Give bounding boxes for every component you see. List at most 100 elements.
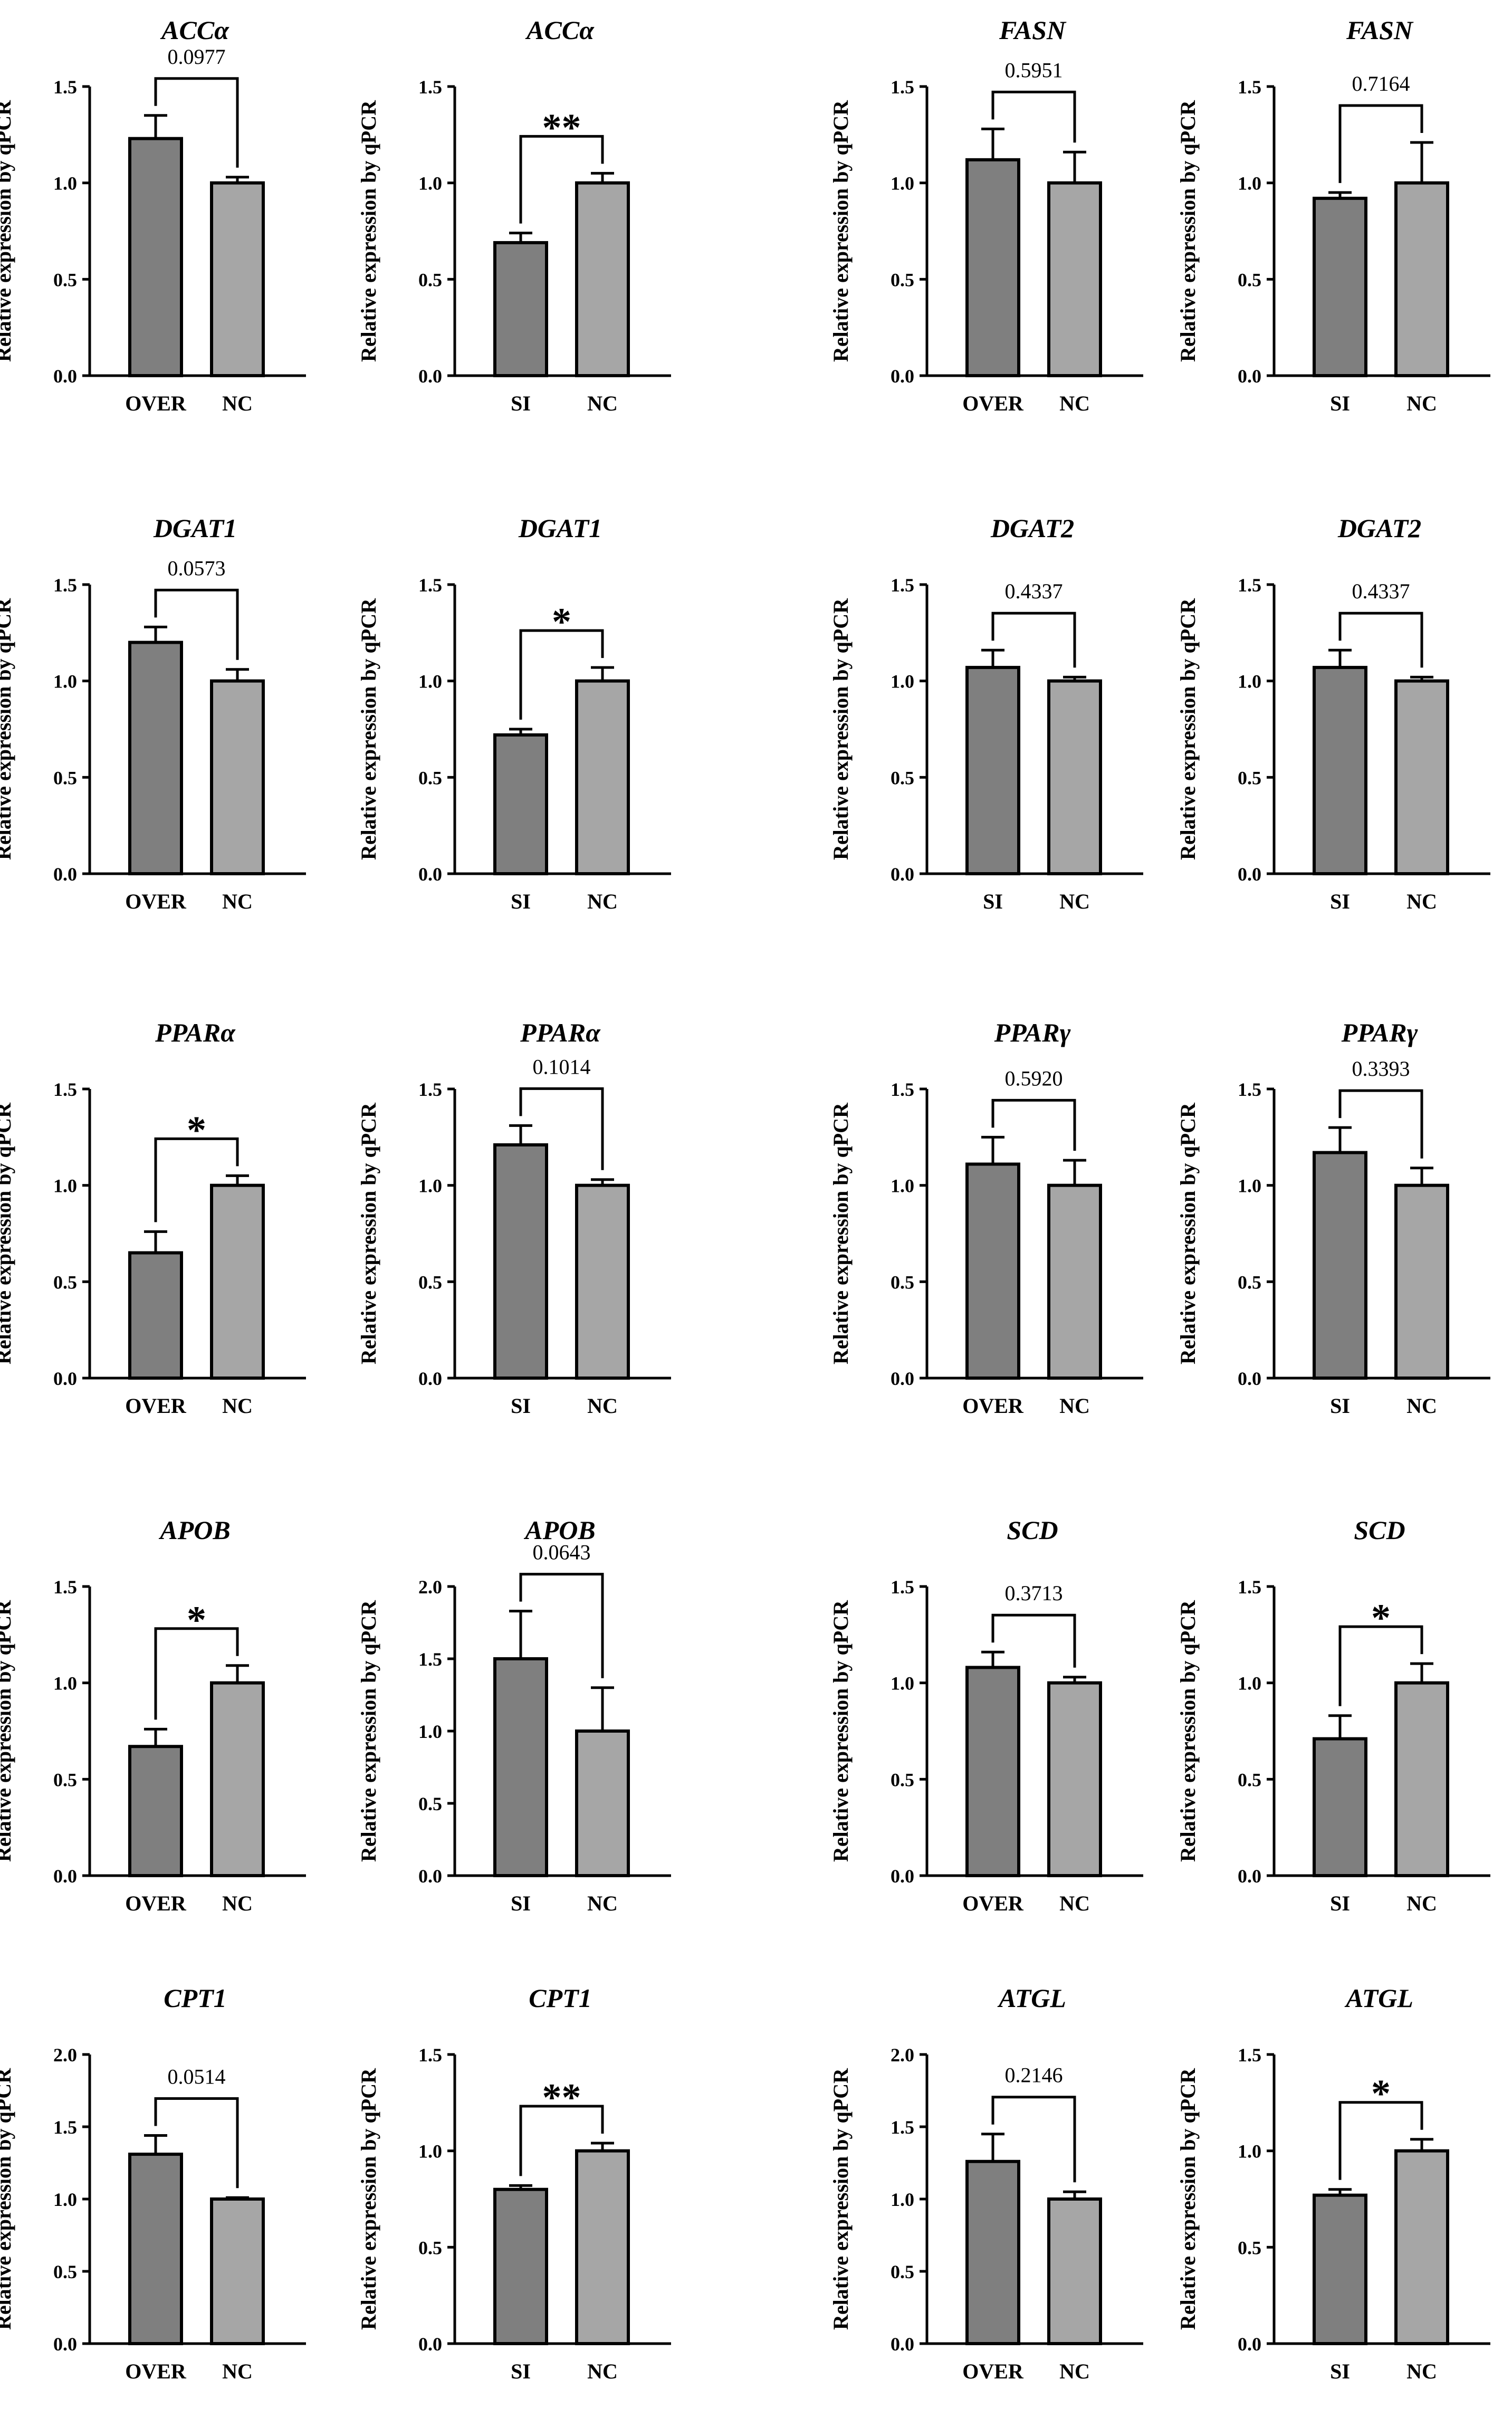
chart-panel-8: DGAT2 Relative expression by qPCR 0.0 0.5 1.… (1176, 513, 1490, 913)
bar-over (128, 137, 183, 377)
y-tick-label: 0.0 (891, 1368, 914, 1389)
y-tick-label: 0.0 (1238, 1368, 1261, 1389)
bar-over (965, 158, 1020, 377)
bar-over (128, 1745, 183, 1877)
chart-title: PPARα (520, 1018, 601, 1047)
chart-title: SCD (1354, 1515, 1405, 1545)
chart-panel-4: FASN Relative expression by qPCR 0.0 0.5 1.0… (1176, 15, 1490, 415)
p-value-label: 0.2146 (1005, 2063, 1063, 2087)
p-value-label: 0.5951 (1005, 58, 1063, 82)
y-axis-label: Relative expression by qPCR (829, 1102, 853, 1364)
x-category-label: NC (1059, 391, 1090, 415)
y-tick-label: 1.0 (1238, 1673, 1261, 1694)
y-tick-label: 1.5 (418, 1079, 442, 1100)
significance-bracket (991, 1613, 1076, 1668)
y-tick-label: 0.5 (1238, 1769, 1261, 1790)
chart-panel-2: ACCα Relative expression by qPCR 0.0 0.5 1.0… (357, 15, 671, 415)
chart-panel-19: ATGL Relative expression by qPCR 0.0 0.5 1.0… (829, 1983, 1143, 2383)
chart-title: APOB (523, 1515, 595, 1545)
y-tick-label: 0.0 (891, 1866, 914, 1887)
y-tick-label: 1.0 (53, 1175, 77, 1197)
y-tick-label: 0.0 (418, 864, 442, 885)
chart-panel-16: SCD Relative expression by qPCR 0.0 0.5 1.0 1… (1176, 1515, 1490, 1915)
y-tick-label: 0.5 (53, 767, 77, 788)
chart-panel-3: FASN Relative expression by qPCR 0.0 0.5 1.0… (829, 15, 1143, 415)
chart-panel-6: DGAT1 Relative expression by qPCR 0.0 0.5 1.… (357, 513, 671, 913)
y-tick-label: 0.5 (418, 1272, 442, 1293)
y-tick-label: 0.0 (1238, 864, 1261, 885)
x-category-label: OVER (962, 1394, 1024, 1418)
y-tick-label: 1.5 (418, 1649, 442, 1670)
y-tick-label: 0.5 (418, 767, 442, 788)
chart-panel-11: PPARγ Relative expression by qPCR 0.0 0.5 1.… (829, 1018, 1143, 1418)
y-tick-label: 1.0 (891, 1175, 914, 1197)
chart-panel-14: APOB Relative expression by qPCR 0.0 0.5 1.0… (357, 1515, 671, 1915)
bar-si (1313, 666, 1367, 876)
significance-bracket (1338, 104, 1423, 183)
y-axis-label: Relative expression by qPCR (357, 598, 380, 860)
bar-nc (1394, 181, 1449, 377)
y-tick-label: 1.0 (891, 671, 914, 692)
x-category-label: OVER (125, 391, 187, 415)
x-category-label: OVER (962, 2359, 1024, 2383)
y-tick-label: 1.0 (53, 173, 77, 194)
y-tick-label: 0.5 (418, 2237, 442, 2258)
y-tick-label: 0.0 (418, 2334, 442, 2355)
y-tick-label: 0.0 (53, 1368, 77, 1389)
significance-bracket (519, 135, 604, 224)
y-tick-label: 1.0 (418, 2141, 442, 2162)
y-tick-label: 0.0 (1238, 2334, 1261, 2355)
chart-title: FASN (1346, 15, 1414, 45)
x-category-label: OVER (962, 391, 1024, 415)
x-category-label: NC (222, 1394, 253, 1418)
significance-bracket (154, 1137, 239, 1222)
x-category-label: NC (222, 391, 253, 415)
significance-stars: * (187, 1599, 206, 1642)
bar-nc (575, 1183, 630, 1380)
p-value-label: 0.3713 (1005, 1581, 1063, 1605)
y-tick-label: 1.0 (891, 2189, 914, 2210)
x-category-label: NC (1406, 1394, 1437, 1418)
y-tick-label: 0.5 (53, 1769, 77, 1790)
y-tick-label: 2.0 (891, 2044, 914, 2066)
chart-title: ACCα (160, 15, 229, 45)
y-tick-label: 1.5 (418, 575, 442, 596)
y-tick-label: 2.0 (53, 2044, 77, 2066)
chart-title: ATGL (1344, 1983, 1413, 2013)
y-tick-label: 0.5 (1238, 2237, 1261, 2258)
p-value-label: 0.5920 (1005, 1066, 1063, 1090)
x-category-label: NC (587, 1394, 618, 1418)
y-tick-label: 0.5 (891, 2261, 914, 2282)
x-category-label: SI (511, 391, 531, 415)
significance-bracket (519, 1573, 604, 1678)
x-category-label: NC (1059, 1891, 1090, 1915)
y-tick-label: 2.0 (418, 1576, 442, 1598)
y-tick-label: 1.5 (53, 77, 77, 98)
y-tick-label: 1.0 (1238, 2141, 1261, 2162)
y-tick-label: 1.0 (418, 671, 442, 692)
chart-title: PPARα (155, 1018, 236, 1047)
y-axis-label: Relative expression by qPCR (0, 1102, 15, 1364)
y-tick-label: 0.5 (53, 1272, 77, 1293)
y-axis-label: Relative expression by qPCR (357, 1600, 380, 1862)
bar-over (128, 1251, 183, 1380)
y-tick-label: 1.5 (418, 77, 442, 98)
bar-si (1313, 1151, 1367, 1380)
x-category-label: SI (511, 890, 531, 913)
y-axis-label: Relative expression by qPCR (829, 100, 853, 362)
y-tick-label: 0.0 (418, 1368, 442, 1389)
y-axis-label: Relative expression by qPCR (357, 1102, 380, 1364)
x-category-label: NC (1406, 1891, 1437, 1915)
x-category-label: NC (1059, 890, 1090, 913)
bar-si (493, 2187, 548, 2346)
bar-si (493, 733, 548, 875)
y-tick-label: 0.0 (53, 2334, 77, 2355)
bar-nc (210, 2197, 265, 2345)
bar-si (1313, 2193, 1367, 2346)
p-value-label: 0.0643 (533, 1541, 591, 1564)
bar-over (965, 1666, 1020, 1877)
chart-panel-13: APOB Relative expression by qPCR 0.0 0.5 1.0… (0, 1515, 306, 1915)
significance-stars: ** (542, 106, 581, 149)
y-tick-label: 1.5 (891, 1576, 914, 1598)
bar-nc (575, 679, 630, 875)
